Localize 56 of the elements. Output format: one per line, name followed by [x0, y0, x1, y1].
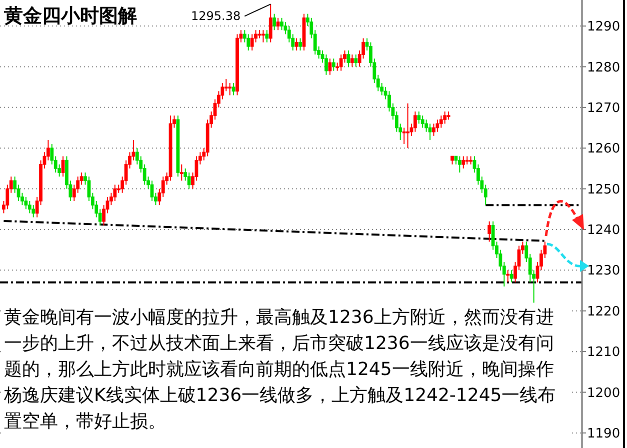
candlestick	[458, 156, 462, 174]
candlestick	[32, 204, 36, 218]
candlestick	[280, 17, 284, 31]
candlestick	[265, 30, 269, 43]
candlestick	[420, 115, 424, 128]
candlestick	[232, 82, 236, 96]
candlestick	[272, 13, 276, 31]
candlestick	[294, 38, 298, 51]
candlestick	[328, 58, 332, 76]
candlestick	[413, 110, 417, 132]
candlestick	[339, 54, 343, 72]
y-tick-label: 1220	[587, 304, 620, 320]
y-tick-label: 1260	[587, 142, 620, 157]
candlestick	[250, 34, 254, 51]
chart-title: 黄金四小时图解	[3, 5, 137, 27]
y-tick-label: 1270	[587, 100, 620, 116]
y-tick-label: 1250	[587, 182, 620, 198]
candlestick	[436, 119, 440, 132]
candlestick	[402, 127, 406, 145]
y-tick-label: 1280	[587, 60, 620, 76]
candlestick	[488, 220, 492, 242]
candlestick	[346, 50, 350, 68]
candlestick	[224, 78, 228, 92]
candlestick	[268, 4, 272, 43]
candlestick	[432, 123, 436, 136]
y-tick-label: 1240	[587, 223, 620, 238]
candlestick	[246, 34, 250, 51]
y-tick-label: 1190	[587, 426, 620, 442]
candlestick	[28, 200, 32, 214]
candlestick	[350, 54, 354, 68]
candlestick	[324, 54, 328, 76]
candlestick	[406, 102, 410, 149]
candlestick	[113, 184, 117, 202]
candlestick	[276, 17, 280, 31]
y-tick-label: 1200	[587, 386, 620, 401]
y-tick-label: 1210	[587, 345, 620, 360]
candlestick	[61, 156, 65, 178]
candlestick	[298, 38, 302, 51]
candlestick	[150, 180, 154, 202]
annotation: 黄金晚间有一波小幅度的拉升，最高触及1236上方附近，然而没有进一步的上升，不过从技术面上来看，后市突破1236一线应该是没有问题的，那么上方此时就应该看向前期的低点1245一线附近，晚间操作杨逸庆建议K线实体上破1236一线做多，上方触及1242-1245一线布置空单，带好止损。	[4, 305, 570, 435]
candlestick	[180, 164, 184, 182]
candlestick	[439, 115, 443, 128]
candlestick	[510, 270, 514, 283]
candlestick	[187, 172, 191, 190]
candlestick	[261, 30, 265, 43]
candlestick	[417, 110, 421, 124]
candlestick	[228, 82, 232, 96]
candlestick	[443, 110, 447, 124]
candlestick	[506, 270, 510, 283]
y-tick-label: 1230	[587, 264, 620, 279]
annotation: 1295.38	[190, 9, 241, 24]
candlestick	[462, 156, 466, 169]
candlestick	[332, 58, 336, 72]
candlestick	[24, 196, 28, 210]
y-tick-label: 1290	[587, 20, 620, 35]
candlestick	[354, 54, 358, 68]
